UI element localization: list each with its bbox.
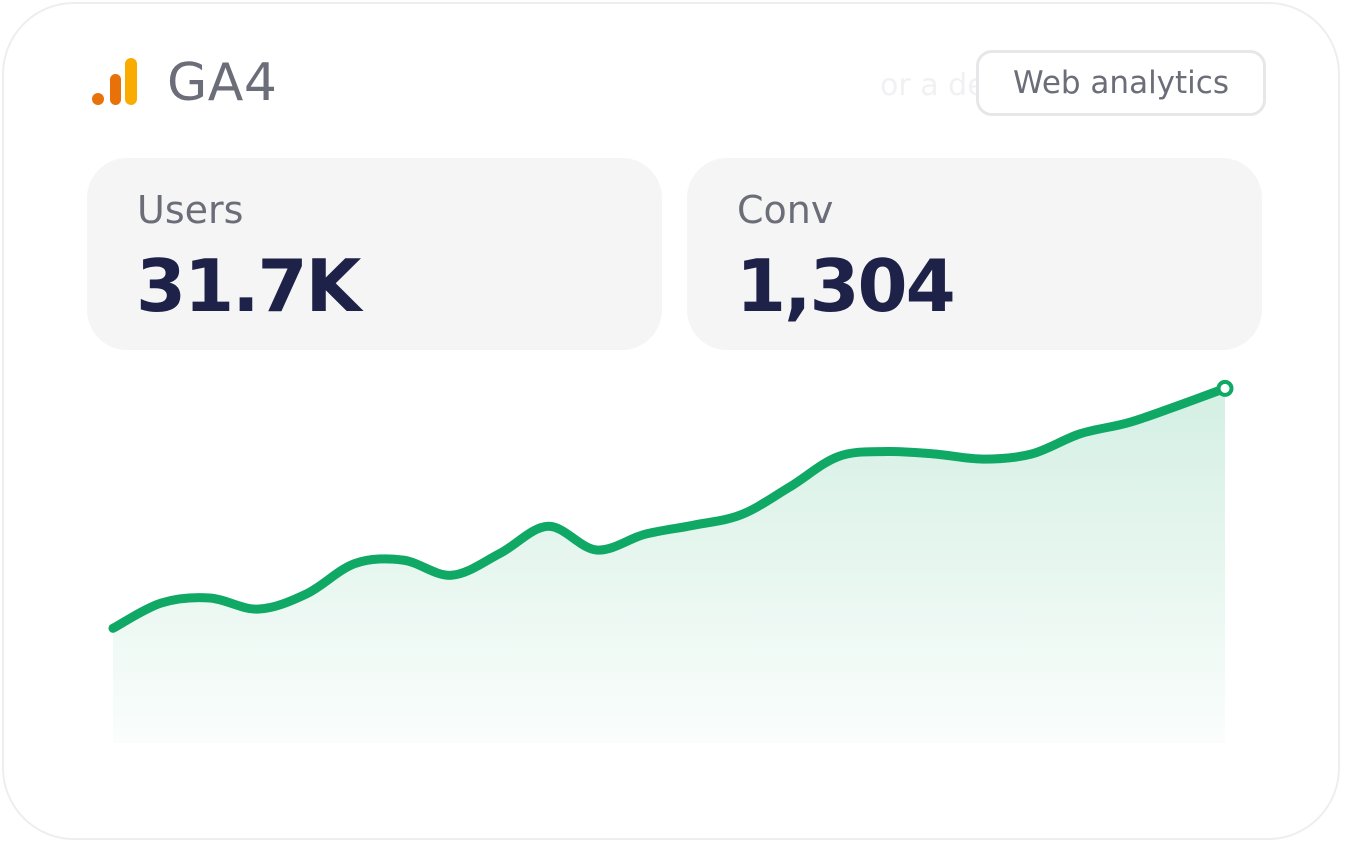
conv-value: 1,304 xyxy=(736,244,956,328)
conv-label: Conv xyxy=(737,188,834,232)
app-title: GA4 xyxy=(167,53,278,113)
conv-stat-card: Conv 1,304 xyxy=(687,158,1262,350)
stats-row: Users 31.7K Conv 1,304 xyxy=(87,158,1262,350)
web-analytics-badge[interactable]: Web analytics xyxy=(976,50,1266,116)
logo-bar-mid xyxy=(110,74,121,105)
users-value: 31.7K xyxy=(136,244,361,328)
card-header: GA4 or a demo Web analytics xyxy=(90,50,1266,116)
logo-bar-tall xyxy=(125,58,137,105)
logo-dot xyxy=(92,93,104,105)
users-stat-card: Users 31.7K xyxy=(87,158,662,350)
ga4-logo-icon xyxy=(92,58,137,105)
users-label: Users xyxy=(137,188,244,232)
